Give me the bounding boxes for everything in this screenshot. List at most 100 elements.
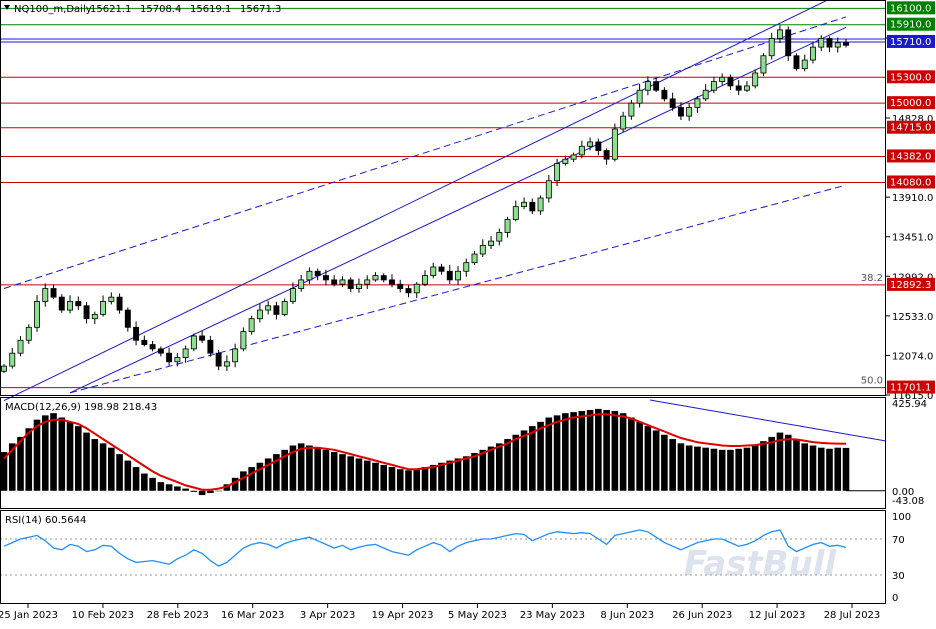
dashed-channel-line[interactable] bbox=[3, 16, 847, 290]
x-tick-label: 25 Jan 2023 bbox=[0, 610, 58, 621]
macd-bar bbox=[413, 469, 421, 491]
macd-bar bbox=[198, 490, 206, 496]
macd-bar bbox=[669, 439, 676, 491]
macd-bar bbox=[529, 426, 536, 491]
macd-bar bbox=[817, 447, 825, 491]
macd-bar bbox=[570, 412, 577, 491]
candle-body bbox=[644, 81, 651, 91]
macd-bar bbox=[644, 426, 652, 491]
candle-body bbox=[818, 38, 825, 48]
candle-body bbox=[694, 98, 701, 108]
macd-bar bbox=[339, 454, 346, 491]
candle-body bbox=[545, 180, 552, 199]
collapse-arrow-icon[interactable] bbox=[4, 5, 10, 10]
candle-body bbox=[603, 150, 610, 160]
candle-body bbox=[834, 42, 841, 48]
macd-bar bbox=[405, 470, 412, 491]
candle-body bbox=[91, 313, 98, 320]
dashed-channel-line[interactable] bbox=[69, 184, 847, 394]
candle-body bbox=[298, 279, 305, 289]
macd-bar bbox=[652, 430, 660, 491]
macd-bar bbox=[834, 447, 842, 491]
candle-body bbox=[727, 76, 734, 87]
candle-body bbox=[248, 318, 255, 333]
macd-bar bbox=[74, 426, 82, 491]
macd-bar bbox=[66, 421, 74, 491]
x-tick-label: 3 Apr 2023 bbox=[300, 610, 355, 621]
macd-bar bbox=[289, 445, 297, 491]
candle-body bbox=[653, 81, 660, 91]
macd-bar bbox=[132, 467, 140, 491]
candle-body bbox=[356, 283, 362, 289]
candle-body bbox=[512, 206, 519, 220]
candle-body bbox=[628, 102, 635, 117]
macd-bar bbox=[586, 409, 594, 491]
level-label-box bbox=[887, 34, 935, 48]
candle-body bbox=[620, 115, 627, 130]
rsi-y-tick-label: 30 bbox=[892, 571, 905, 582]
price-level-labels: 16100.0 15910.0 15710.0 15300.0 15000.0 14715… bbox=[887, 1, 935, 394]
macd-bar bbox=[372, 462, 379, 491]
candle-body bbox=[331, 279, 338, 285]
candle-body bbox=[471, 253, 478, 264]
macd-bar bbox=[471, 453, 478, 491]
candle-body bbox=[9, 352, 16, 367]
macd-bar bbox=[438, 462, 445, 491]
macd-bar bbox=[694, 446, 701, 491]
macd-bar bbox=[793, 439, 800, 491]
candlestick-series bbox=[1, 25, 849, 374]
candle-body bbox=[422, 275, 428, 285]
macd-bar bbox=[578, 411, 586, 491]
macd-y-tick-label: 0.00 bbox=[892, 487, 914, 498]
candle-body bbox=[777, 29, 783, 39]
candle-body bbox=[710, 81, 717, 91]
rsi-y-axis: 100 70 30 0 bbox=[892, 512, 911, 604]
candle-body bbox=[67, 301, 73, 311]
candle-body bbox=[314, 270, 321, 276]
candle-body bbox=[389, 279, 395, 285]
macd-bar bbox=[380, 464, 388, 491]
candle-body bbox=[397, 283, 404, 289]
candle-body bbox=[58, 296, 65, 311]
macd-bar bbox=[809, 445, 817, 491]
candle-body bbox=[50, 288, 57, 298]
macd-bar bbox=[487, 446, 495, 491]
x-tick-label: 23 May 2023 bbox=[520, 610, 585, 621]
candle-body bbox=[199, 335, 206, 341]
rsi-pane-border bbox=[0, 510, 886, 604]
candle-body bbox=[34, 301, 40, 328]
macd-bar bbox=[685, 445, 693, 491]
candle-body bbox=[364, 279, 371, 285]
level-label-text: 14382.0 bbox=[890, 151, 931, 162]
macd-bar bbox=[735, 448, 742, 491]
candle-body bbox=[826, 38, 833, 48]
macd-pane-border bbox=[0, 397, 886, 509]
level-label-text: 16100.0 bbox=[890, 3, 931, 14]
candle-body bbox=[455, 270, 461, 281]
macd-bar bbox=[553, 415, 561, 491]
candle-body bbox=[289, 288, 296, 302]
macd-bar bbox=[628, 417, 635, 491]
macd-bar bbox=[248, 467, 255, 491]
macd-bar bbox=[330, 451, 338, 491]
candle-body bbox=[83, 305, 90, 320]
level-label-box bbox=[887, 70, 935, 84]
solid-channel-line[interactable] bbox=[3, 0, 846, 402]
macd-bar bbox=[421, 467, 429, 491]
macd-bar bbox=[8, 443, 16, 491]
x-tick-label: 10 Feb 2023 bbox=[72, 610, 134, 621]
macd-bar bbox=[743, 447, 751, 491]
candle-body bbox=[17, 339, 24, 354]
candle-body bbox=[25, 326, 32, 341]
macd-bar bbox=[165, 484, 173, 491]
candle-body bbox=[174, 357, 181, 363]
rsi-y-tick-label: 0 bbox=[892, 593, 898, 604]
candle-body bbox=[669, 98, 676, 108]
candle-body bbox=[182, 348, 189, 358]
open-value: 15621.1 bbox=[90, 4, 131, 15]
macd-trend-line[interactable] bbox=[649, 399, 887, 442]
candle-body bbox=[42, 288, 49, 302]
candle-body bbox=[562, 158, 569, 164]
